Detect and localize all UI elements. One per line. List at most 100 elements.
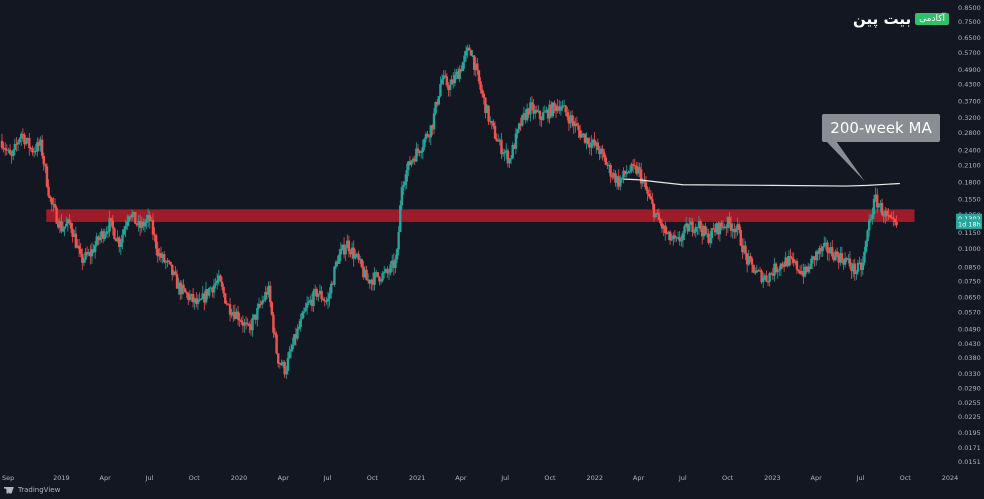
candle-body bbox=[39, 139, 42, 146]
candle-body bbox=[301, 312, 304, 319]
candle-body bbox=[419, 152, 423, 154]
candle-body bbox=[574, 123, 577, 127]
candle-body bbox=[124, 226, 127, 230]
candle-body bbox=[519, 123, 522, 126]
candle-body bbox=[821, 246, 824, 252]
candle-body bbox=[365, 269, 368, 281]
candle-body bbox=[522, 113, 526, 115]
candle-body bbox=[23, 134, 26, 145]
candle-body bbox=[321, 298, 325, 301]
candle-body bbox=[482, 93, 485, 98]
candle-body bbox=[341, 244, 344, 250]
candle-body bbox=[636, 167, 640, 174]
candle-body bbox=[368, 279, 371, 284]
candle-body bbox=[118, 237, 121, 247]
candle-body bbox=[792, 259, 795, 263]
candle-body bbox=[151, 219, 155, 235]
candle-body bbox=[320, 290, 323, 299]
candle-body bbox=[525, 108, 529, 121]
candle-body bbox=[800, 270, 803, 274]
candle-body bbox=[7, 149, 10, 151]
candle-body bbox=[326, 298, 330, 302]
candle-body bbox=[737, 224, 741, 231]
candle-body bbox=[530, 102, 534, 105]
candle-body bbox=[652, 203, 656, 218]
candle-body bbox=[429, 125, 432, 138]
candle-body bbox=[808, 266, 811, 270]
candle-body bbox=[635, 165, 638, 174]
candle-body bbox=[517, 123, 521, 130]
x-tick-label: 2020 bbox=[231, 474, 248, 482]
candle-body bbox=[816, 251, 820, 254]
candle-body bbox=[476, 63, 479, 71]
candle-body bbox=[617, 176, 620, 187]
y-tick-label: 0.0225 bbox=[958, 413, 981, 421]
candle-body bbox=[689, 221, 693, 225]
candle-body bbox=[758, 270, 762, 272]
candle-body bbox=[154, 235, 158, 249]
candle-body bbox=[782, 266, 786, 268]
y-tick-label: 0.2800 bbox=[958, 129, 981, 137]
candle-body bbox=[399, 205, 402, 233]
candle-body bbox=[583, 133, 587, 143]
candle-body bbox=[638, 167, 641, 170]
candle-body bbox=[474, 63, 477, 70]
candle-body bbox=[370, 279, 373, 284]
candle-body bbox=[744, 245, 747, 254]
candle-body bbox=[452, 79, 455, 84]
candle-body bbox=[360, 259, 363, 268]
candle-body bbox=[338, 254, 341, 264]
candle-body bbox=[61, 228, 65, 232]
candle-body bbox=[598, 149, 601, 155]
candle-body bbox=[36, 142, 39, 152]
candle-body bbox=[513, 144, 516, 149]
candle-body bbox=[869, 218, 873, 221]
x-tick-label: Sep bbox=[2, 474, 14, 482]
x-tick-label: Oct bbox=[189, 474, 201, 482]
candle-body bbox=[384, 269, 388, 272]
candle-body bbox=[745, 253, 749, 265]
candle-body bbox=[705, 233, 709, 235]
candle-body bbox=[408, 161, 412, 165]
candle-body bbox=[97, 236, 100, 241]
candle-body bbox=[328, 293, 331, 299]
candle-body bbox=[835, 251, 839, 256]
candle-body bbox=[572, 120, 575, 127]
candle-body bbox=[262, 299, 265, 302]
x-tick-label: Jul bbox=[678, 474, 687, 482]
candle-body bbox=[839, 253, 842, 263]
candle-body bbox=[726, 217, 730, 229]
candle-body bbox=[10, 154, 13, 157]
candle-body bbox=[235, 311, 238, 319]
candle-body bbox=[445, 76, 449, 86]
candle-body bbox=[427, 136, 431, 138]
candle-body bbox=[675, 237, 678, 239]
candle-body bbox=[92, 249, 95, 253]
candle-body bbox=[40, 139, 44, 156]
candle-body bbox=[158, 253, 161, 257]
candle-body bbox=[787, 256, 791, 266]
x-tick-label: Apr bbox=[278, 474, 290, 482]
candle-body bbox=[532, 104, 535, 114]
x-tick-label: Apr bbox=[100, 474, 112, 482]
candle-body bbox=[567, 116, 571, 124]
candle-body bbox=[85, 252, 89, 255]
candle-body bbox=[191, 294, 195, 303]
candle-body bbox=[254, 314, 257, 320]
candle-body bbox=[866, 230, 869, 242]
candle-body bbox=[121, 234, 124, 243]
candle-body bbox=[461, 62, 465, 72]
candle-body bbox=[550, 104, 553, 117]
candle-body bbox=[644, 182, 648, 190]
y-tick-label: 0.4300 bbox=[958, 81, 981, 89]
candle-body bbox=[774, 263, 778, 273]
x-tick-label: Jul bbox=[856, 474, 865, 482]
candle-body bbox=[795, 261, 799, 270]
candle-body bbox=[251, 318, 254, 331]
candle-body bbox=[286, 358, 290, 371]
candle-body bbox=[784, 257, 787, 267]
candle-body bbox=[734, 228, 738, 233]
candle-body bbox=[225, 303, 229, 305]
candle-body bbox=[489, 120, 492, 122]
